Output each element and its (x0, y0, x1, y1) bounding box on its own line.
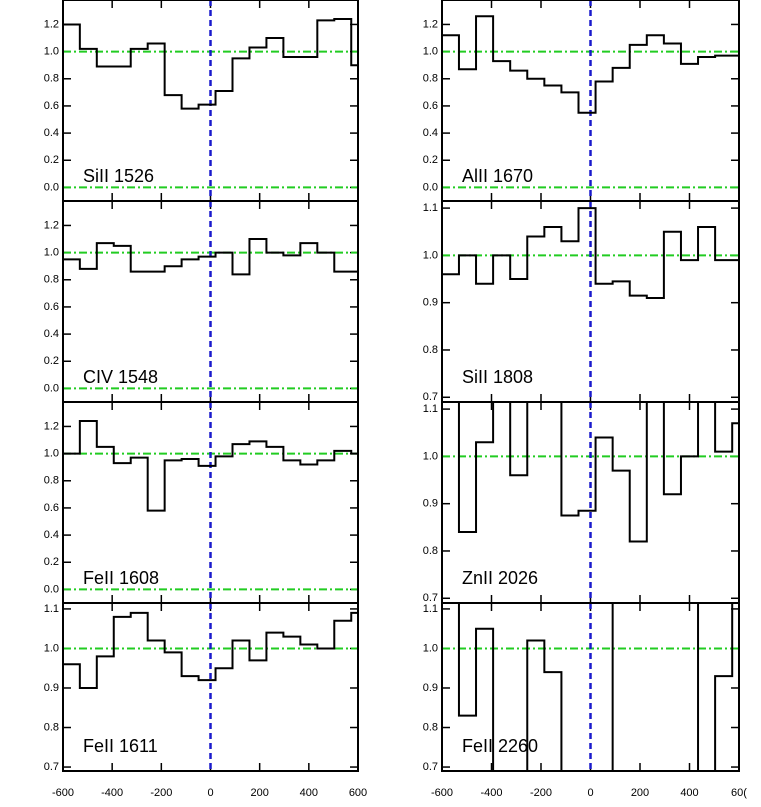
y-tick-label: 1.0 (423, 249, 438, 261)
y-tick-label: 1.0 (423, 450, 438, 462)
panel-label: FeII 1608 (83, 568, 159, 588)
y-tick-label: 0.6 (44, 502, 59, 514)
y-tick-label: 0.7 (423, 391, 438, 403)
y-tick-label: 1.1 (423, 403, 438, 415)
panel-label: FeII 1611 (83, 736, 158, 756)
y-tick-label: 1.2 (423, 18, 438, 30)
spectrum (442, 207, 739, 299)
panel-frame (441, 602, 740, 772)
y-tick-label: 0.9 (423, 297, 438, 309)
spectrum (442, 15, 739, 114)
spectrum (63, 238, 358, 276)
spectrum (457, 402, 739, 543)
x-tick-label: 400 (680, 787, 698, 799)
y-tick-label: 1.1 (423, 603, 438, 615)
x-tick-label: -600 (52, 787, 74, 799)
y-tick-label: 0.0 (44, 382, 59, 394)
x-tick-label: -600 (431, 787, 453, 799)
y-tick-label: 1.0 (423, 46, 438, 58)
panel-label: FeII 2260 (462, 736, 538, 756)
y-tick-label: 1.2 (44, 219, 59, 231)
y-tick-label: 1.0 (44, 642, 59, 654)
panel-label: ZnII 2026 (462, 568, 538, 588)
y-tick-label: 0.2 (423, 154, 438, 166)
panel-frame (62, 602, 359, 772)
y-tick-label: 0.7 (423, 592, 438, 604)
y-tick-label: 0.6 (44, 301, 59, 313)
x-tick-label: 600 (349, 787, 367, 799)
y-tick-label: 0.8 (44, 274, 59, 286)
x-tick-label: -200 (150, 787, 172, 799)
y-tick-label: 0.8 (423, 545, 438, 557)
y-tick-label: 0.8 (44, 721, 59, 733)
y-tick-label: 1.2 (44, 18, 59, 30)
y-tick-label: 1.1 (423, 202, 438, 214)
y-tick-label: 1.0 (44, 448, 59, 460)
spectrum (63, 611, 358, 689)
y-tick-label: 0.2 (44, 556, 59, 568)
spectrum (63, 420, 358, 512)
panel-label: SiII 1808 (462, 367, 533, 387)
y-tick-label: 0.9 (423, 682, 438, 694)
y-tick-label: 0.8 (423, 73, 438, 85)
spectrum (63, 18, 358, 110)
y-tick-label: 1.0 (44, 46, 59, 58)
y-tick-label: 0.7 (44, 761, 59, 773)
y-tick-label: 0.4 (44, 529, 59, 541)
y-tick-label: 0.0 (44, 181, 59, 193)
panel-label: CIV 1548 (83, 367, 158, 387)
y-tick-label: 0.8 (44, 475, 59, 487)
x-tick-label: -400 (480, 787, 502, 799)
x-tick-label: 200 (250, 787, 268, 799)
y-tick-label: 0.0 (423, 181, 438, 193)
x-tick-label: 60( (731, 787, 747, 799)
x-tick-label: 400 (300, 787, 318, 799)
x-tick-label: -400 (101, 787, 123, 799)
y-tick-label: 0.2 (44, 154, 59, 166)
y-tick-label: 0.8 (423, 721, 438, 733)
y-tick-label: 0.6 (423, 100, 438, 112)
y-tick-label: 1.0 (44, 247, 59, 259)
y-tick-label: 0.8 (423, 344, 438, 356)
x-tick-label: 0 (207, 787, 213, 799)
x-tick-label: 200 (631, 787, 649, 799)
panel-label: AlII 1670 (462, 166, 533, 186)
y-tick-label: 0.4 (423, 127, 438, 139)
x-tick-label: -200 (530, 787, 552, 799)
y-tick-label: 1.2 (44, 420, 59, 432)
spectrum (457, 603, 734, 771)
y-tick-label: 1.1 (44, 603, 59, 615)
y-tick-label: 0.6 (44, 100, 59, 112)
y-tick-label: 0.4 (44, 127, 59, 139)
y-tick-label: 0.8 (44, 73, 59, 85)
y-tick-label: 1.0 (423, 642, 438, 654)
y-tick-label: 0.7 (423, 761, 438, 773)
y-tick-label: 0.9 (44, 682, 59, 694)
y-tick-label: 0.9 (423, 498, 438, 510)
y-tick-label: 0.2 (44, 355, 59, 367)
x-tick-label: 0 (587, 787, 593, 799)
panel-label: SiII 1526 (83, 166, 154, 186)
y-tick-label: 0.0 (44, 583, 59, 595)
y-tick-label: 0.4 (44, 328, 59, 340)
